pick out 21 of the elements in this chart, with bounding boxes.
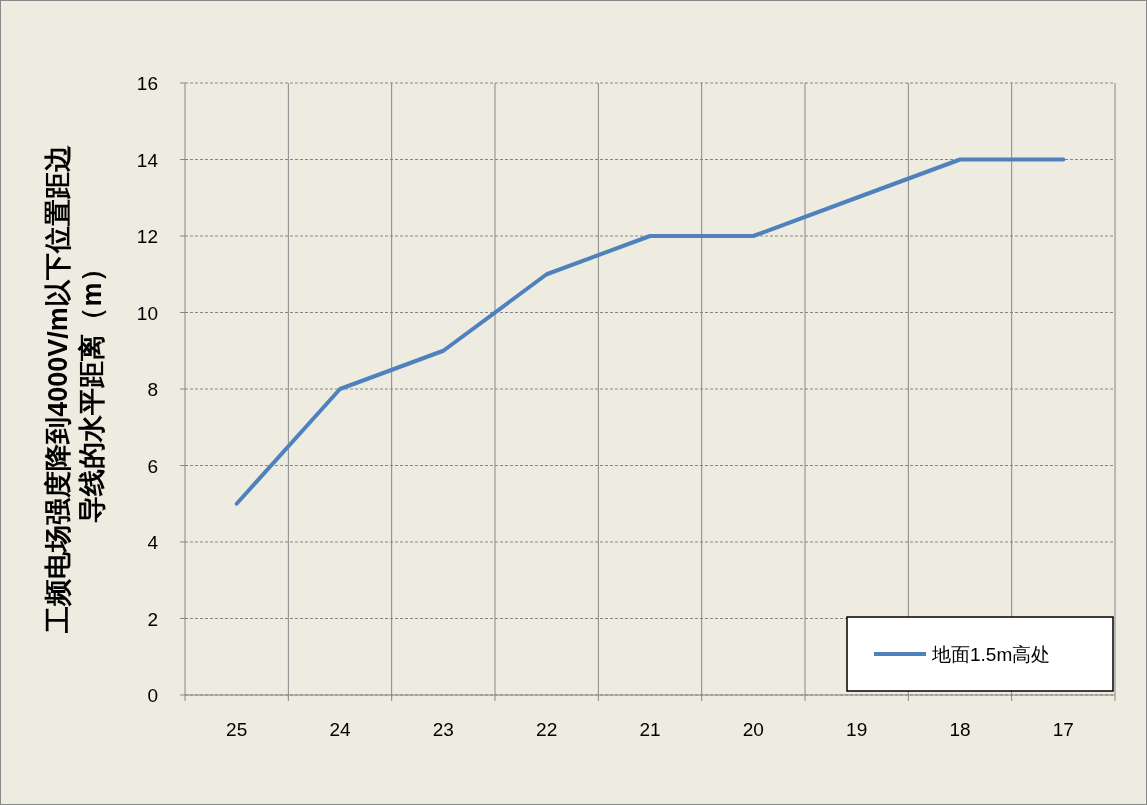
y-tick-label: 4: [147, 532, 159, 553]
y-tick-label: 10: [136, 302, 158, 324]
x-tick-label: 18: [949, 719, 971, 740]
line-series: [234, 157, 1066, 506]
y-tick-label: 14: [136, 149, 159, 171]
x-tick-label: 25: [226, 719, 248, 740]
x-tick-label: 17: [1052, 719, 1074, 740]
x-tick-label: 19: [846, 719, 868, 740]
y-tick-label: 2: [147, 608, 158, 630]
x-tick-label: 23: [432, 719, 454, 740]
y-tick-label: 8: [147, 379, 158, 400]
y-axis-title: 工频电场强度降到4000V/m以下位置距边导线的水平距离（m）: [43, 145, 107, 634]
x-tick-label: 21: [639, 719, 661, 740]
y-tick-label: 12: [136, 226, 158, 247]
y-tick-label: 16: [136, 73, 158, 94]
y-tick-label: 0: [147, 685, 158, 706]
legend-label: 地面1.5m高处: [931, 644, 1051, 665]
x-tick-label: 22: [536, 719, 558, 740]
x-tick-label: 20: [742, 719, 764, 740]
x-tick-label: 24: [329, 719, 351, 740]
y-tick-label: 6: [147, 455, 158, 477]
